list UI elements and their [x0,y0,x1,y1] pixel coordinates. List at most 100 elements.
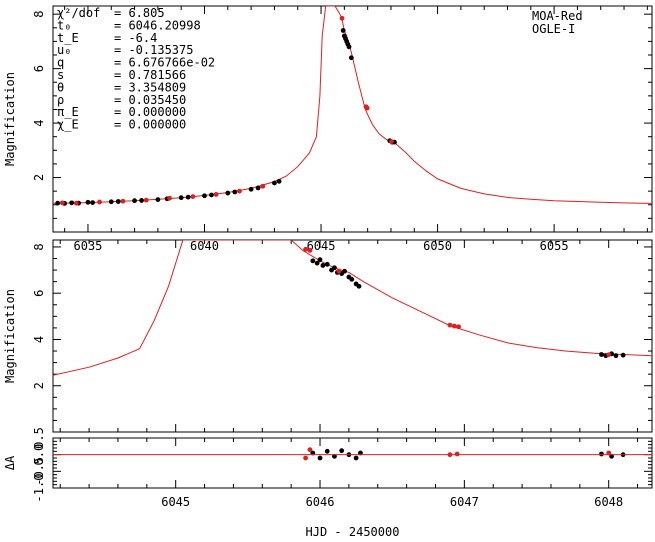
moa-data-point [342,268,347,274]
ogle-data-point [213,192,219,197]
param-symbol: ρ [57,93,64,107]
y-axis-label: ΔA [3,455,17,470]
moa-data-point [324,448,330,454]
moa-data-point [310,258,316,264]
ogle-data-point [59,200,65,206]
ogle-data-point [364,105,370,111]
param-value: = 0.781566 [114,68,186,82]
param-value: = 0.035450 [114,93,186,107]
moa-data-point [90,200,96,205]
moa-data-point [132,198,137,204]
x-tick-label: 6046 [306,495,335,509]
ogle-data-point [260,183,266,189]
ogle-data-point [167,195,172,201]
middle-panel: 2 4 6 8 Magnification [3,239,653,433]
moa-data-point [139,198,144,203]
moa-data-point [332,265,337,271]
y-tick-label: 0.5 [32,427,46,449]
moa-data-point [272,180,277,186]
moa-data-point [178,195,184,201]
ogle-data-point [143,197,149,203]
x-tick-label: 6048 [594,495,623,509]
ogle-data-point [303,246,308,252]
y-tick-label: -0.5 [32,457,46,486]
moa-data-point [255,185,261,191]
param-symbol: u₀ [57,43,71,57]
x-tick-label: 6045 [161,495,190,509]
moa-data-point [620,352,626,358]
y-tick-label: 2 [32,174,46,181]
moa-data-point [349,276,355,282]
param-value: = 3.354809 [114,80,186,94]
x-tick-label: 6040 [190,239,219,253]
ogle-data-point [447,322,453,328]
moa-data-point [225,190,231,196]
x-tick-label: 6045 [307,239,336,253]
param-value: = 0.000000 [114,118,186,132]
param-value: = -6.4 [114,31,157,45]
y-tick-label: 8 [32,11,46,18]
legend-entry: MOA-Red [532,9,583,23]
y-tick-label: 0.0 [32,444,46,466]
y-tick-label: 6 [32,65,46,72]
y-tick-label: 4 [32,336,46,343]
residuals-panel: 6045 6046 6047 6048 0.50.0-0.5-1.0 ΔA HJD - 24… [3,427,653,539]
y-tick-label: 2 [32,382,46,389]
moa-data-point [248,186,254,192]
ogle-data-point [336,268,342,274]
ogle-data-point [73,200,79,206]
moa-data-point [276,178,282,184]
y-tick-label: -1.0 [32,474,46,503]
moa-data-point [108,199,114,205]
ogle-data-point [456,324,461,330]
moa-data-point [232,189,238,195]
param-symbol: θ [57,80,64,94]
param-symbol: q [57,56,64,70]
x-axis-label: HJD - 2450000 [306,525,400,539]
param-value: = 6.805 [114,6,165,20]
param-value: = -0.135375 [114,43,193,57]
ogle-data-point [190,194,196,200]
moa-data-point [339,448,345,454]
moa-data-point [356,283,362,289]
moa-data-point [317,257,323,263]
param-value: = 6046.20998 [114,18,201,32]
moa-data-point [209,192,214,198]
moa-data-point [69,200,75,206]
param-symbol: χ_E [57,118,79,132]
ogle-data-point [454,451,460,457]
param-value: = 0.000000 [114,105,186,119]
ogle-data-point [606,352,612,358]
moa-data-point [613,353,619,359]
x-tick-label: 6035 [74,239,103,253]
moa-data-point [155,197,161,202]
y-axis-label: Magnification [3,72,17,166]
moa-data-point [340,28,346,33]
moa-data-point [85,199,91,205]
y-axis-label: Magnification [3,289,17,383]
ogle-data-point [451,323,457,329]
ogle-data-point [237,188,242,194]
moa-data-point [599,451,604,457]
ogle-data-point [339,15,345,21]
ogle-data-point [120,198,126,204]
moa-data-point [320,263,326,268]
ogle-data-point [307,248,313,253]
param-symbol: χ²/dof [57,6,100,20]
legend-entry: OGLE-I [532,22,575,36]
param-symbol: π_E [57,105,79,119]
plot-frame [52,437,653,489]
moa-data-point [317,455,323,461]
x-tick-label: 6047 [450,495,479,509]
y-tick-label: 6 [32,290,46,297]
param-symbol: t_E [57,31,79,45]
top-panel: 6035 6040 6045 6050 6055 2 4 6 8 Magnification MOA… [3,5,653,253]
moa-data-point [185,194,191,200]
y-tick-label: 8 [32,243,46,250]
x-tick-label: 6055 [540,239,569,253]
plot-frame [52,239,653,433]
moa-data-point [599,352,604,357]
x-tick-label: 6050 [423,239,452,253]
param-symbol: t₀ [57,18,71,32]
